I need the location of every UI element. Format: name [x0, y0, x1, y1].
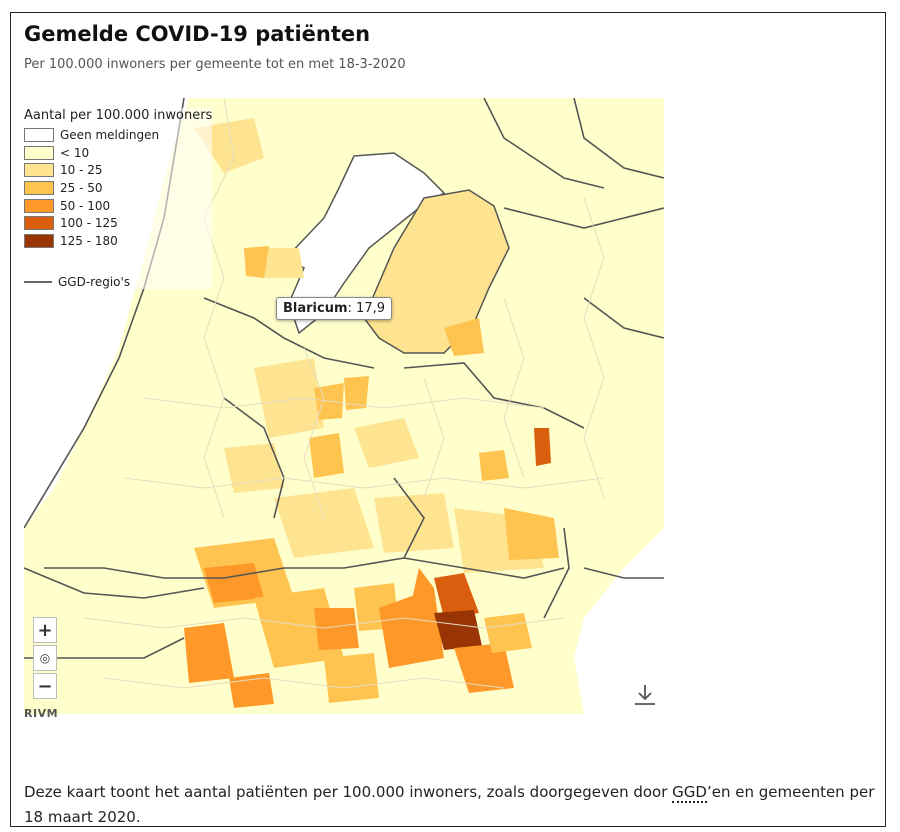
legend-item-ggd: GGD-regio's [24, 275, 212, 289]
zoom-in-button[interactable]: + [33, 617, 57, 643]
legend-label: < 10 [60, 145, 90, 160]
legend-swatch [24, 180, 54, 195]
legend-item-50-100: 50 - 100 [24, 197, 212, 215]
legend-item-100-125: 100 - 125 [24, 214, 212, 232]
legend-label: 125 - 180 [60, 233, 118, 248]
download-icon[interactable] [632, 682, 658, 708]
region [454, 643, 514, 693]
description-part-2: ’en en gemeenten per 18 maart 2020. [24, 783, 875, 826]
legend-label: GGD-regio's [58, 274, 131, 289]
legend-swatch [24, 216, 54, 231]
ggd-abbreviation[interactable]: GGD [672, 783, 707, 803]
legend-item-10-25: 10 - 25 [24, 161, 212, 179]
tooltip-value: 17,9 [356, 301, 385, 316]
rivm-attribution: RIVM [24, 707, 59, 720]
region [324, 653, 379, 703]
zoom-controls: + ◎ − [33, 617, 57, 701]
region [314, 608, 359, 650]
legend-item-lt10: < 10 [24, 144, 212, 162]
flevoland [363, 189, 510, 354]
region [254, 358, 324, 438]
legend-label: Geen meldingen [60, 127, 160, 142]
outside-area [574, 528, 664, 714]
region [444, 318, 484, 356]
zoom-out-button[interactable]: − [33, 673, 57, 699]
region [434, 610, 482, 650]
region [434, 573, 479, 618]
map-tooltip: Blaricum: 17,9 [276, 297, 392, 320]
tooltip-separator: : [347, 301, 352, 316]
tooltip-name: Blaricum [283, 301, 348, 316]
region [229, 673, 274, 708]
region [354, 418, 419, 468]
legend-swatch [24, 127, 54, 142]
ggd-line-icon [24, 280, 52, 283]
page-subtitle: Per 100.000 inwoners per gemeente tot en… [24, 57, 406, 72]
legend-item-none: Geen meldingen [24, 126, 212, 144]
legend-swatch [24, 233, 54, 248]
region [484, 613, 532, 653]
region [274, 488, 374, 558]
region [479, 450, 509, 481]
legend-label: 100 - 125 [60, 216, 118, 231]
legend-item-125-180: 125 - 180 [24, 232, 212, 250]
map-legend: Aantal per 100.000 inwoners Geen melding… [24, 108, 213, 289]
legend-label: 50 - 100 [60, 198, 111, 213]
legend-swatch [24, 163, 54, 178]
legend-label: 25 - 50 [60, 180, 103, 195]
region [504, 508, 559, 560]
description-part-1: Deze kaart toont het aantal patiënten pe… [24, 783, 673, 801]
region [244, 246, 269, 278]
region [409, 568, 434, 618]
description-text: Deze kaart toont het aantal patiënten pe… [24, 780, 884, 830]
legend-swatch [24, 145, 54, 160]
region [184, 623, 234, 683]
region [534, 428, 551, 466]
region [309, 433, 344, 478]
legend-label: 10 - 25 [60, 163, 103, 178]
legend-swatch [24, 198, 54, 213]
region [344, 376, 369, 410]
legend-item-25-50: 25 - 50 [24, 179, 212, 197]
region [374, 493, 454, 553]
reset-view-button[interactable]: ◎ [33, 645, 57, 671]
region [204, 563, 264, 603]
municipality-borders [83, 98, 605, 689]
region [224, 443, 284, 493]
legend-title: Aantal per 100.000 inwoners [24, 108, 213, 123]
page-title: Gemelde COVID-19 patiënten [24, 22, 371, 46]
